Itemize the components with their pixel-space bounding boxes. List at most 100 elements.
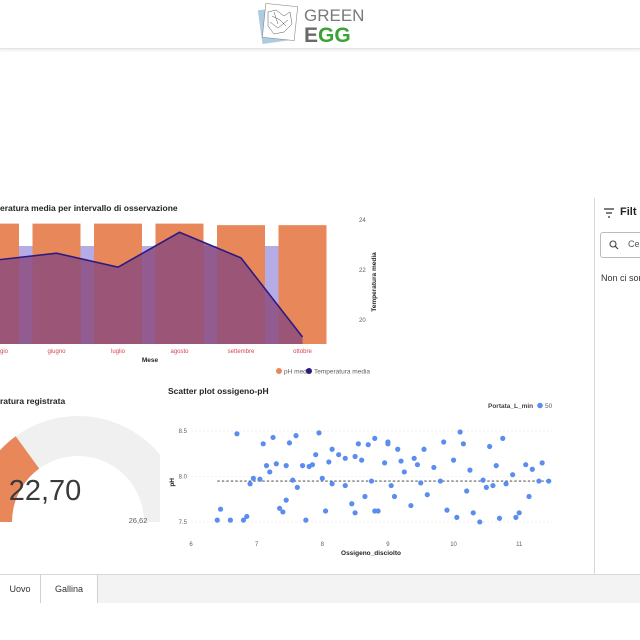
gauge-value-arc	[0, 436, 40, 522]
scatter-point[interactable]	[539, 460, 545, 466]
scatter-point[interactable]	[260, 441, 266, 447]
scatter-point[interactable]	[319, 475, 325, 481]
scatter-point[interactable]	[273, 461, 279, 467]
scatter-point[interactable]	[349, 501, 355, 507]
scatter-point[interactable]	[444, 507, 450, 513]
scatter-point[interactable]	[424, 492, 430, 498]
scatter-point[interactable]	[342, 482, 348, 489]
scatter-point[interactable]	[365, 442, 371, 448]
gauge-chart[interactable]: 22,70 26,62	[0, 400, 160, 530]
scatter-point[interactable]	[244, 513, 250, 520]
scatter-point[interactable]	[503, 481, 509, 487]
scatter-point[interactable]	[217, 506, 224, 512]
scatter-point[interactable]	[388, 482, 394, 489]
scatter-point[interactable]	[467, 467, 473, 473]
scatter-point[interactable]	[477, 519, 483, 525]
scatter-chart[interactable]: 7.58.08.56 7 8 9 10 11 pH Ossigeno_disciolto …	[160, 398, 560, 560]
scatter-point[interactable]	[523, 462, 529, 468]
scatter-point[interactable]	[336, 452, 342, 458]
scatter-point[interactable]	[372, 435, 378, 441]
scatter-point[interactable]	[421, 446, 427, 452]
scatter-x-tick: 7	[255, 542, 259, 548]
scatter-point[interactable]	[267, 469, 273, 475]
scatter-point[interactable]	[240, 517, 247, 523]
scatter-point[interactable]	[457, 429, 463, 435]
scatter-point[interactable]	[437, 478, 444, 484]
scatter-point[interactable]	[450, 457, 457, 463]
scatter-point[interactable]	[326, 459, 332, 465]
scatter-point[interactable]	[293, 433, 299, 439]
scatter-point[interactable]	[391, 493, 398, 500]
scatter-point[interactable]	[250, 475, 256, 481]
scatter-point[interactable]	[418, 480, 424, 486]
scatter-point[interactable]	[329, 446, 335, 452]
scatter-point[interactable]	[316, 430, 322, 436]
scatter-point[interactable]	[470, 510, 476, 516]
scatter-point[interactable]	[431, 464, 437, 471]
bar-line-chart[interactable]: gio giugno luglio agosto settembre ottobre 24…	[0, 212, 400, 382]
scatter-point[interactable]	[270, 434, 276, 441]
scatter-point[interactable]	[290, 477, 296, 483]
scatter-point[interactable]	[483, 484, 489, 490]
scatter-point[interactable]	[352, 510, 358, 516]
gauge-value: 22,70	[9, 475, 82, 507]
scatter-point[interactable]	[368, 478, 375, 484]
scatter-point[interactable]	[359, 457, 365, 463]
scatter-point[interactable]	[496, 515, 503, 521]
scatter-point[interactable]	[546, 478, 552, 484]
scatter-point[interactable]	[352, 453, 358, 460]
scatter-point[interactable]	[280, 509, 286, 515]
scatter-point[interactable]	[493, 463, 499, 469]
scatter-point[interactable]	[411, 455, 417, 461]
scatter-point[interactable]	[513, 514, 519, 520]
scatter-point[interactable]	[294, 484, 300, 490]
scatter-point[interactable]	[286, 440, 293, 446]
scatter-point[interactable]	[408, 502, 414, 509]
scatter-point[interactable]	[313, 452, 319, 458]
scatter-point[interactable]	[362, 493, 368, 500]
scatter-point[interactable]	[257, 476, 263, 482]
scatter-point[interactable]	[385, 441, 391, 447]
scatter-point[interactable]	[329, 481, 335, 487]
scatter-point[interactable]	[227, 517, 233, 523]
scatter-point[interactable]	[529, 466, 535, 472]
scatter-point[interactable]	[309, 462, 316, 468]
scatter-point[interactable]	[322, 508, 329, 514]
scatter-point[interactable]	[372, 508, 378, 514]
scatter-point[interactable]	[299, 463, 306, 469]
scatter-point[interactable]	[263, 463, 270, 469]
x-tick-label: gio	[0, 349, 9, 355]
scatter-point[interactable]	[382, 460, 388, 466]
scatter-point[interactable]	[401, 469, 407, 475]
gauge-title: ratura registrata	[0, 396, 66, 406]
scatter-point[interactable]	[342, 455, 348, 461]
scatter-point[interactable]	[303, 517, 309, 523]
scatter-point[interactable]	[487, 443, 493, 450]
scatter-point[interactable]	[395, 446, 401, 452]
scatter-point[interactable]	[283, 497, 289, 503]
scatter-point[interactable]	[460, 441, 466, 447]
scatter-point[interactable]	[464, 488, 470, 494]
tab-uovo[interactable]: Uovo	[0, 575, 41, 603]
scatter-point[interactable]	[414, 462, 421, 468]
scatter-point[interactable]	[214, 517, 220, 523]
tab-gallina[interactable]: Gallina	[41, 575, 98, 603]
filter-pane[interactable]: Filt Cer Non ci son	[594, 198, 640, 574]
scatter-point[interactable]	[283, 463, 289, 469]
scatter-point[interactable]	[277, 505, 283, 511]
scatter-point[interactable]	[247, 481, 253, 487]
scatter-point[interactable]	[526, 493, 532, 500]
scatter-point[interactable]	[441, 439, 447, 445]
scatter-point[interactable]	[490, 482, 496, 489]
filter-icon[interactable]	[603, 207, 615, 222]
scatter-point[interactable]	[398, 458, 404, 464]
scatter-point[interactable]	[510, 472, 516, 478]
filter-search-box[interactable]: Cer	[600, 232, 640, 258]
scatter-point[interactable]	[454, 514, 460, 520]
scatter-point[interactable]	[480, 477, 486, 483]
scatter-point[interactable]	[536, 478, 542, 484]
scatter-point[interactable]	[516, 510, 522, 516]
scatter-point[interactable]	[355, 441, 361, 447]
scatter-point[interactable]	[234, 431, 240, 437]
scatter-point[interactable]	[500, 435, 506, 441]
